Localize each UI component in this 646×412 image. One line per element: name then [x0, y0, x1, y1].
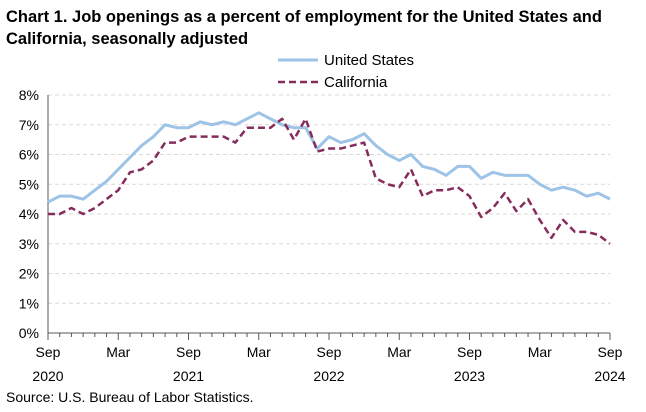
x-tick-year: 2021 — [173, 368, 204, 384]
y-tick-label: 2% — [19, 266, 39, 282]
y-tick-label: 3% — [19, 236, 39, 252]
legend: United States California — [278, 52, 414, 91]
y-tick-label: 5% — [19, 176, 39, 192]
x-tick-month: Sep — [36, 344, 61, 360]
x-tick-year: 2023 — [454, 368, 485, 384]
y-tick-label: 8% — [19, 87, 39, 103]
legend-label: California — [324, 74, 388, 91]
y-tick-label: 7% — [19, 117, 39, 133]
x-tick-month: Sep — [457, 344, 482, 360]
x-tick-month: Mar — [247, 344, 271, 360]
x-tick-year: 2020 — [32, 368, 63, 384]
y-tick-label: 0% — [19, 325, 39, 341]
x-tick-month: Sep — [317, 344, 342, 360]
y-axis-ticks: 0% 1% 2% 3% 4% 5% 6% 7% 8% — [19, 87, 39, 341]
x-tick-month: Mar — [106, 344, 130, 360]
legend-label: United States — [324, 52, 414, 69]
x-axis-ticks: Sep 2020 Mar Sep 2021 Mar Sep 2022 Mar Sep 2023 Mar… — [32, 333, 626, 384]
x-tick-year: 2024 — [594, 368, 625, 384]
x-tick-month: Sep — [176, 344, 201, 360]
series-line-california — [48, 117, 611, 245]
x-tick-year: 2022 — [313, 368, 344, 384]
chart-title: Chart 1. Job openings as a percent of em… — [6, 8, 602, 48]
x-tick-month: Mar — [528, 344, 552, 360]
gridlines — [48, 94, 610, 304]
y-tick-label: 6% — [19, 147, 39, 163]
y-tick-label: 4% — [19, 206, 39, 222]
x-tick-month: Mar — [387, 344, 411, 360]
x-tick-month: Sep — [598, 344, 623, 360]
source-note: Source: U.S. Bureau of Labor Statistics. — [6, 389, 254, 405]
y-tick-label: 1% — [19, 295, 39, 311]
series-line-united-states — [47, 111, 611, 204]
series-lines — [47, 111, 611, 245]
